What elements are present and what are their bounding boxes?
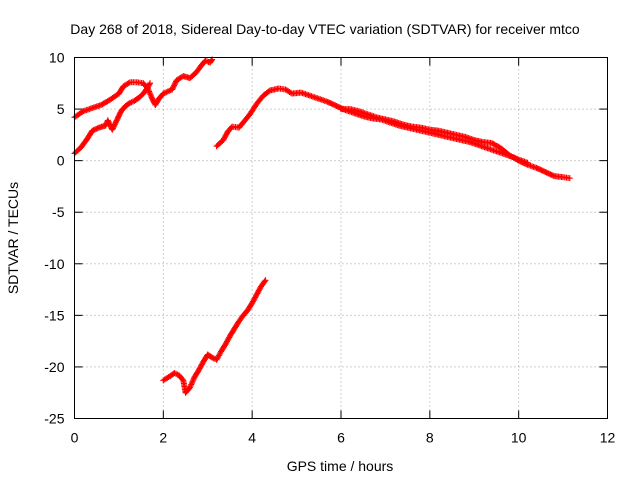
series-arc-a	[71, 56, 216, 121]
y-tick-label: -20	[44, 359, 64, 375]
data-point	[208, 57, 215, 64]
y-tick-label: 0	[57, 153, 65, 169]
data-point	[170, 83, 177, 90]
data-point	[104, 117, 111, 124]
data-point	[94, 125, 101, 132]
chart-title: Day 268 of 2018, Sidereal Day-to-day VTE…	[70, 21, 580, 37]
y-axis-ticks: 10 5 0 -5 -10 -15 -20 -25	[44, 50, 608, 427]
data-point	[89, 127, 96, 134]
y-tick-label: -25	[44, 411, 64, 427]
series-arc-c	[213, 85, 531, 166]
data-point	[93, 125, 100, 132]
y-tick-label: -10	[44, 256, 64, 272]
data-point	[171, 81, 178, 88]
x-tick-label: 6	[337, 430, 345, 446]
data-point	[115, 113, 122, 120]
data-point	[171, 82, 178, 89]
y-tick-label: -15	[44, 307, 64, 323]
data-point	[110, 124, 117, 131]
data-point	[113, 117, 120, 124]
y-axis-label: SDTVAR / TECUs	[5, 182, 21, 294]
data-point	[111, 121, 118, 128]
data-point	[109, 126, 116, 133]
data-point	[146, 81, 153, 88]
data-point	[105, 118, 112, 125]
series-arc-d	[338, 106, 573, 182]
x-tick-label: 8	[426, 430, 434, 446]
data-point	[111, 122, 118, 129]
data-point	[169, 86, 176, 93]
y-tick-label: 10	[49, 50, 65, 66]
data-point	[172, 79, 179, 86]
x-tick-label: 2	[159, 430, 167, 446]
data-point	[112, 120, 119, 127]
x-tick-label: 10	[511, 430, 527, 446]
data-point	[79, 109, 86, 116]
data-point	[90, 127, 97, 134]
x-tick-label: 0	[71, 430, 79, 446]
data-point	[116, 110, 123, 117]
series-arc-b	[71, 80, 154, 157]
data-point	[114, 114, 121, 121]
data-point	[109, 125, 116, 132]
data-point	[106, 121, 113, 128]
data-point	[113, 118, 120, 125]
data-point	[114, 116, 121, 123]
data-point	[106, 120, 113, 127]
x-axis-ticks: 0 2 4 6 8 10 12	[71, 57, 616, 446]
x-tick-label: 12	[600, 430, 616, 446]
data-point	[116, 112, 123, 119]
data-point	[125, 80, 132, 87]
data-point	[169, 85, 176, 92]
series-arc-e	[160, 277, 269, 396]
data-point	[262, 277, 269, 284]
x-tick-label: 4	[248, 430, 256, 446]
data-points	[71, 56, 573, 396]
y-tick-label: 5	[57, 101, 65, 117]
plot-frame	[74, 57, 608, 419]
data-point	[566, 175, 573, 182]
data-point	[147, 80, 154, 87]
data-point	[261, 278, 268, 285]
data-point	[91, 126, 98, 133]
x-axis-label: GPS time / hours	[287, 458, 394, 474]
y-tick-label: -5	[52, 204, 65, 220]
